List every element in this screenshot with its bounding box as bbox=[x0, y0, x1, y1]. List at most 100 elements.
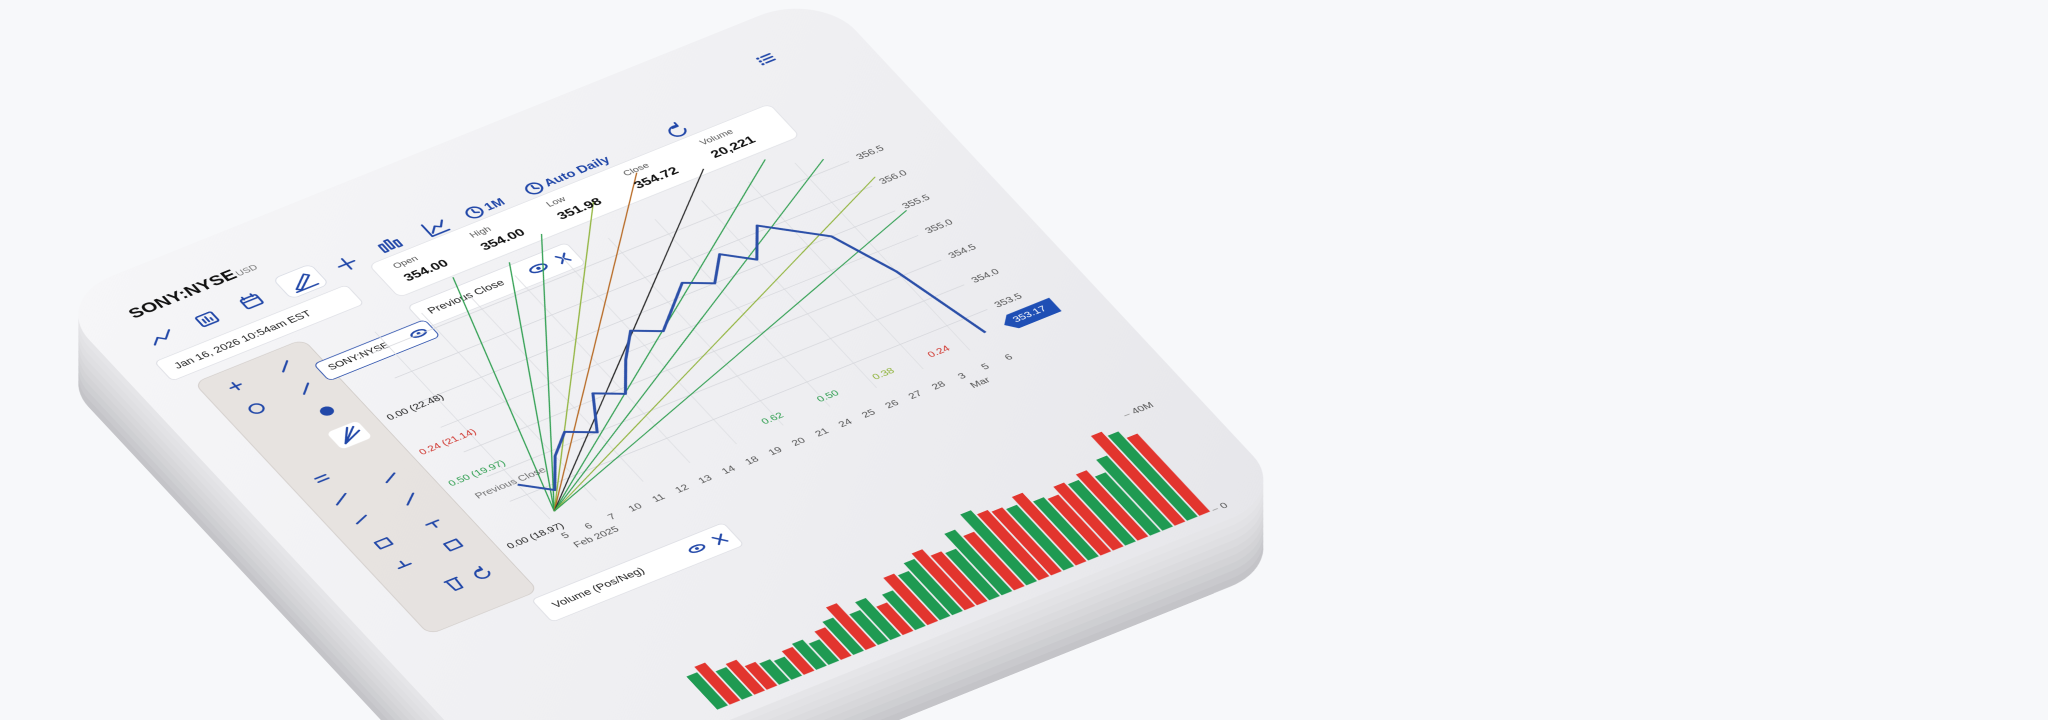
v-grid bbox=[374, 331, 551, 520]
y-tick-label: 353.5 bbox=[993, 292, 1026, 310]
x-tick-label: 11 bbox=[650, 493, 668, 505]
grid-line bbox=[394, 185, 873, 379]
volume-bar bbox=[1096, 455, 1174, 531]
v-grid bbox=[701, 200, 878, 388]
studies-button[interactable] bbox=[194, 311, 220, 327]
tool-arrow[interactable] bbox=[352, 492, 420, 525]
menu-button[interactable] bbox=[756, 53, 776, 66]
y-tick-label: 354.0 bbox=[970, 267, 1003, 285]
date-chip bbox=[156, 285, 363, 380]
volume-bar bbox=[825, 603, 877, 650]
eye-icon[interactable] bbox=[688, 543, 706, 554]
v-grid bbox=[561, 256, 738, 445]
y-tick-label: 355.5 bbox=[900, 193, 933, 211]
grid-line bbox=[509, 309, 988, 502]
volume-bar bbox=[911, 549, 976, 611]
tool-line[interactable] bbox=[277, 360, 294, 373]
tool-rect[interactable] bbox=[373, 537, 394, 550]
grid-line bbox=[486, 284, 965, 477]
tool-note[interactable] bbox=[443, 538, 464, 552]
fan-line bbox=[540, 233, 555, 512]
volume-bar bbox=[976, 509, 1050, 581]
volume-bar bbox=[1090, 431, 1186, 526]
x-month-label: Feb 2025 bbox=[572, 525, 622, 550]
x-tick-label: 26 bbox=[883, 399, 902, 411]
drawing-toolbar bbox=[197, 341, 535, 633]
fan-line bbox=[553, 159, 766, 512]
volume-bar bbox=[822, 617, 864, 655]
volume-bar bbox=[1126, 433, 1211, 516]
x-tick-label: 19 bbox=[767, 446, 786, 458]
volume-bar bbox=[1094, 472, 1161, 536]
card-face: SONY:NYSE USD 1M Auto Daily bbox=[52, 0, 1290, 720]
tool-reset[interactable] bbox=[471, 565, 492, 579]
v-grid bbox=[514, 275, 691, 464]
volume-bar bbox=[694, 662, 741, 705]
volume-bar bbox=[1107, 431, 1198, 521]
tool-segment[interactable] bbox=[331, 472, 400, 506]
x-tick-label: 21 bbox=[813, 427, 832, 439]
close-icon[interactable] bbox=[711, 533, 729, 546]
volume-bar bbox=[773, 656, 803, 680]
symbol: SONY:NYSE bbox=[124, 266, 241, 321]
volume-bar bbox=[744, 661, 778, 690]
eye-icon[interactable] bbox=[528, 262, 549, 274]
tick-mark bbox=[1124, 413, 1130, 417]
refresh-button[interactable] bbox=[664, 121, 688, 138]
draw-button[interactable] bbox=[287, 273, 320, 294]
x-tick-label: 10 bbox=[627, 502, 646, 514]
volume-bar bbox=[791, 639, 827, 670]
fan-line bbox=[452, 277, 555, 512]
fan-level: 0.50 bbox=[815, 389, 842, 404]
fan-line bbox=[508, 262, 555, 512]
tool-add[interactable] bbox=[227, 381, 244, 392]
volume-bar bbox=[1011, 492, 1087, 566]
tool-dot[interactable] bbox=[317, 405, 336, 418]
price-line bbox=[517, 224, 987, 492]
grid-line bbox=[440, 235, 919, 428]
volume-bar bbox=[945, 548, 1000, 601]
fan-label: 0.00 (18.97) bbox=[505, 522, 567, 551]
currency: USD bbox=[234, 263, 260, 278]
volume-tick-label: 40M bbox=[1130, 401, 1157, 416]
grid-line bbox=[371, 161, 850, 354]
volume-bar bbox=[991, 507, 1062, 576]
tool-circle[interactable] bbox=[247, 402, 266, 415]
fan-line bbox=[553, 176, 876, 512]
x-tick-label: 28 bbox=[930, 380, 949, 392]
volume-bar bbox=[903, 558, 963, 616]
tool-measure[interactable] bbox=[425, 519, 442, 529]
tool-ray[interactable] bbox=[298, 382, 315, 395]
x-tick-label: 14 bbox=[720, 464, 739, 476]
v-grid bbox=[747, 181, 924, 370]
app-card: SONY:NYSE USD 1M Auto Daily bbox=[52, 0, 1290, 720]
frequency-button[interactable] bbox=[523, 181, 545, 195]
x-tick-label: 27 bbox=[907, 389, 926, 401]
fan-level: 0.24 bbox=[926, 344, 953, 359]
volume-bar bbox=[1053, 482, 1124, 551]
volume-bar bbox=[1067, 479, 1136, 546]
tool-delete[interactable] bbox=[443, 576, 465, 591]
tool-level[interactable] bbox=[395, 559, 412, 570]
x-tick-label: 18 bbox=[743, 455, 762, 467]
fan-label: 0.24 (21.14) bbox=[417, 428, 479, 457]
grid-line bbox=[417, 210, 896, 404]
crosshair-button[interactable] bbox=[334, 256, 359, 272]
tool-channel[interactable] bbox=[314, 474, 330, 483]
chart-type-button[interactable] bbox=[149, 329, 176, 346]
candles-button[interactable] bbox=[377, 237, 404, 253]
x-tick-label: 7 bbox=[606, 512, 619, 522]
volume-bar bbox=[808, 639, 840, 665]
calendar-button[interactable] bbox=[239, 293, 264, 310]
range-button[interactable] bbox=[464, 205, 486, 219]
volume-bar bbox=[897, 571, 951, 621]
volume-bar bbox=[960, 510, 1038, 586]
volume-bar bbox=[876, 602, 914, 636]
tool-fan[interactable] bbox=[335, 425, 364, 445]
axis-button[interactable] bbox=[420, 218, 451, 238]
volume-bar bbox=[944, 529, 1013, 596]
volume-bar bbox=[814, 627, 852, 660]
v-grid bbox=[794, 162, 971, 351]
y-tick-label: 356.0 bbox=[877, 169, 910, 187]
legend-chip[interactable] bbox=[314, 320, 441, 381]
